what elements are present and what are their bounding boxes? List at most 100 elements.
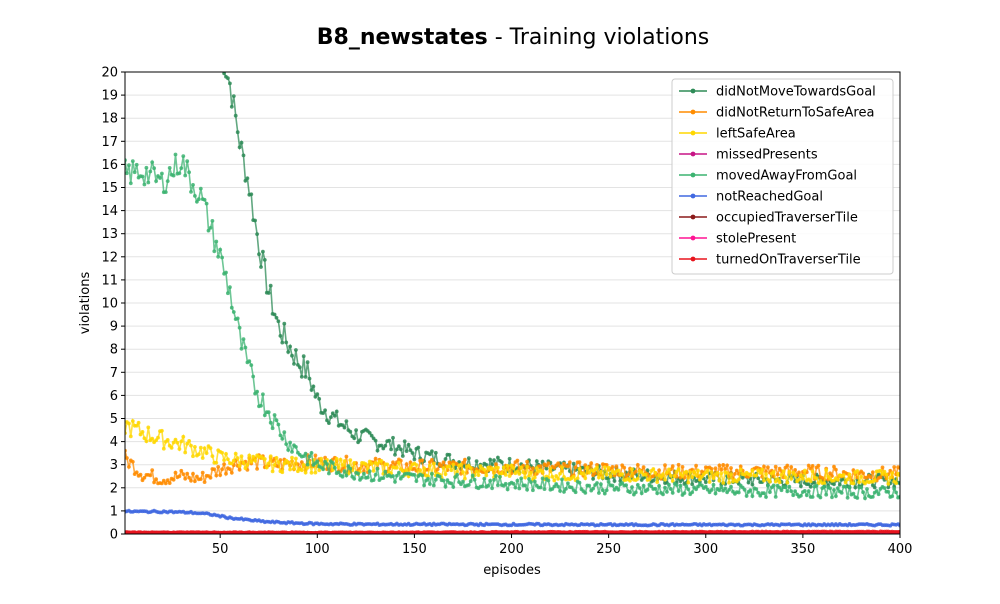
data-point	[441, 478, 446, 483]
data-point	[835, 478, 840, 482]
data-point	[286, 460, 291, 465]
data-point	[676, 462, 681, 467]
data-point	[768, 479, 772, 484]
y-tick-label: 8	[110, 343, 118, 358]
data-point	[668, 473, 673, 478]
data-point	[270, 469, 275, 474]
data-point	[647, 477, 652, 482]
data-point	[338, 457, 343, 462]
data-point	[496, 465, 500, 470]
data-point	[799, 473, 803, 478]
data-point	[173, 152, 178, 157]
data-point	[360, 475, 364, 480]
data-point	[313, 453, 318, 458]
data-point	[663, 477, 667, 482]
data-point	[191, 454, 195, 459]
data-point	[274, 456, 279, 460]
data-point	[492, 478, 496, 482]
data-point	[237, 463, 242, 468]
data-point	[490, 486, 494, 491]
data-point	[187, 439, 192, 443]
data-point	[719, 467, 724, 472]
data-point	[717, 463, 722, 468]
data-point	[808, 466, 813, 471]
data-point	[441, 460, 446, 465]
data-point	[651, 478, 656, 483]
data-point	[610, 465, 615, 469]
data-point	[282, 461, 287, 466]
data-point	[451, 462, 456, 467]
data-point	[259, 403, 263, 408]
data-point	[325, 462, 329, 466]
data-point	[591, 486, 595, 491]
data-point	[534, 466, 539, 470]
data-point	[336, 465, 341, 470]
data-point	[309, 451, 314, 455]
data-point	[430, 457, 434, 462]
data-point	[163, 481, 168, 486]
data-point	[482, 476, 487, 481]
data-point	[268, 283, 273, 288]
data-point	[824, 492, 829, 497]
data-point	[125, 456, 129, 460]
data-point	[449, 468, 454, 473]
data-point	[218, 473, 223, 477]
data-point	[144, 439, 149, 444]
data-point	[515, 478, 520, 483]
data-point	[165, 478, 170, 483]
data-point	[412, 457, 417, 462]
data-point	[348, 458, 353, 462]
data-point	[595, 481, 599, 485]
data-point	[521, 470, 526, 475]
data-point	[340, 474, 345, 479]
data-point	[635, 483, 640, 487]
data-point	[290, 455, 294, 460]
data-point	[140, 174, 145, 179]
data-point	[894, 490, 898, 495]
legend-swatch-marker	[690, 256, 696, 262]
data-point	[177, 474, 182, 479]
legend-entry: leftSafeArea	[679, 127, 796, 142]
data-point	[542, 487, 547, 491]
data-point	[661, 492, 665, 497]
data-point	[216, 254, 221, 259]
data-point	[472, 477, 477, 482]
data-point	[468, 466, 473, 470]
data-point	[266, 461, 271, 466]
series-movedAwayFromGoal	[125, 152, 900, 502]
data-point	[585, 465, 590, 470]
data-point	[187, 170, 192, 175]
data-point	[870, 470, 875, 475]
data-point	[224, 471, 228, 476]
series-leftSafeArea	[125, 417, 900, 488]
data-point	[191, 471, 195, 476]
data-point	[830, 474, 834, 478]
data-point	[762, 491, 766, 495]
data-point	[253, 458, 257, 463]
data-point	[482, 467, 487, 472]
data-point	[266, 291, 271, 295]
data-point	[828, 486, 832, 491]
data-point	[354, 428, 358, 432]
data-point	[828, 471, 832, 476]
data-point	[789, 489, 794, 493]
data-point	[455, 472, 459, 477]
data-point	[507, 456, 512, 461]
data-point	[832, 464, 836, 469]
data-point	[280, 470, 285, 475]
data-point	[589, 461, 594, 466]
data-point	[736, 490, 741, 495]
y-tick-label: 7	[110, 366, 118, 381]
data-point	[787, 469, 792, 474]
data-point	[144, 165, 149, 170]
data-point	[358, 438, 362, 443]
data-point	[756, 490, 761, 495]
data-point	[775, 472, 780, 477]
data-point	[661, 472, 665, 477]
data-point	[414, 479, 419, 483]
data-point	[268, 454, 273, 459]
x-tick-label: 150	[402, 542, 427, 557]
data-point	[474, 459, 479, 463]
data-point	[247, 453, 252, 458]
data-point	[160, 481, 164, 486]
